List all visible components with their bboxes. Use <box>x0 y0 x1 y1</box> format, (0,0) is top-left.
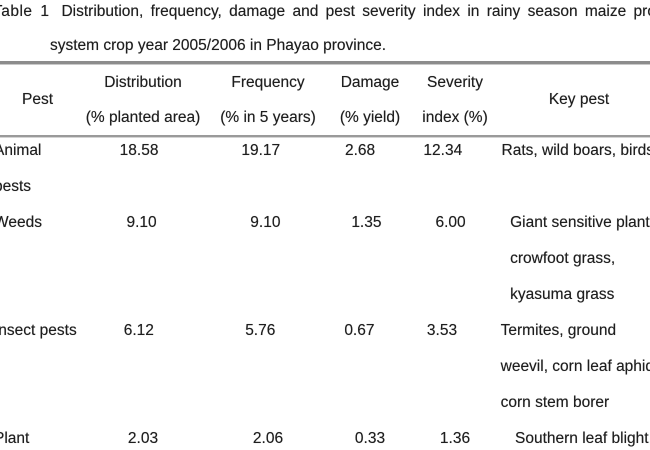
header-pest: Pest <box>22 91 54 108</box>
damage-value: 0.67 <box>344 322 375 339</box>
key-pest-cell: Southern leaf blight,downy mildew <box>504 421 650 450</box>
header-damage: Damage (% yield) <box>339 73 401 126</box>
distribution-value: 6.12 <box>123 322 154 339</box>
frequency-value: 9.10 <box>250 214 281 231</box>
caption-text: Distribution, frequency, damage and pest… <box>61 3 650 20</box>
header-frequency: Frequency (% in 5 years) <box>220 73 316 126</box>
distribution-value: 2.03 <box>127 430 159 447</box>
header-bottom-rule <box>0 135 650 138</box>
key-pest-cell: Rats, wild boars, birds <box>491 133 650 169</box>
key-pest-line: Giant sensitive plant, <box>510 214 650 231</box>
severity-index-value: 1.36 <box>439 430 471 447</box>
caption-line-1: Table 1 Distribution, frequency, damage a… <box>0 3 650 21</box>
header-distribution: Distribution (% planted area) <box>85 73 201 126</box>
damage-value: 0.33 <box>354 430 386 447</box>
key-pest-cell: Termites, ground weevil, corn leaf aphid c… <box>490 313 650 421</box>
pest-name: Animal pests <box>0 142 42 195</box>
severity-index-value: 3.53 <box>426 322 458 339</box>
severity-index-value: 12.34 <box>423 142 463 159</box>
table-number: Table 1 <box>0 3 50 20</box>
table-row: Plant diseases 2.03 2.06 0.33 1.36 Southern l… <box>0 421 650 450</box>
table-header-row: Pest Distribution (% planted area) Frequ… <box>0 64 650 135</box>
pest-name: Insect pests <box>0 322 77 339</box>
key-pest-line: Rats, wild boars, birds <box>501 142 650 159</box>
table-row: Weeds 9.10 9.10 1.35 6.00 Giant sensitive pla… <box>0 205 650 313</box>
damage-value: 2.68 <box>344 142 376 159</box>
key-pest-line: corn stem borer <box>500 394 610 411</box>
table-row: Insect pests 6.12 5.76 0.67 3.53 Termites, gr… <box>0 313 650 421</box>
key-pest-line: Termites, ground <box>500 322 617 339</box>
severity-index-value: 6.00 <box>435 214 466 231</box>
distribution-value: 9.10 <box>126 214 157 231</box>
header-key-pest: Key pest <box>548 91 610 108</box>
frequency-value: 2.06 <box>252 430 284 447</box>
key-pest-cell: Giant sensitive plant, crowfoot grass, kya… <box>499 205 650 313</box>
key-pest-line: Southern leaf blight, <box>515 430 650 447</box>
key-pest-line: crowfoot grass, <box>510 250 616 267</box>
caption-line-2: system crop year 2005/2006 in Phayao pro… <box>50 37 387 54</box>
pest-name: Plant diseases <box>0 430 30 447</box>
damage-value: 1.35 <box>351 214 382 231</box>
pest-name: Weeds <box>0 214 42 231</box>
header-severity-index: Severity index (%) <box>422 73 488 126</box>
key-pest-line: weevil, corn leaf aphid <box>500 358 650 375</box>
key-pest-line: kyasuma grass <box>510 286 615 303</box>
distribution-value: 18.58 <box>119 142 159 159</box>
table-body: Animal pests 18.58 19.17 2.68 12.34 Rats, wil… <box>0 133 650 450</box>
frequency-value: 5.76 <box>245 322 276 339</box>
table-top-rule <box>0 61 650 65</box>
frequency-value: 19.17 <box>241 142 281 159</box>
table-row: Animal pests 18.58 19.17 2.68 12.34 Rats, wil… <box>0 133 650 205</box>
